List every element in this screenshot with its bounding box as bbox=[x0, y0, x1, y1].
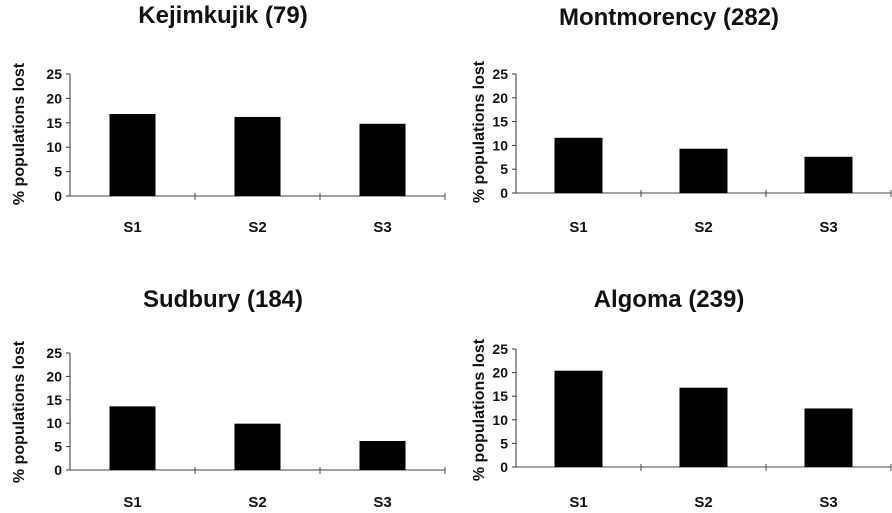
y-tick-label: 10 bbox=[492, 412, 508, 428]
chart-title: Sudbury (184) bbox=[142, 286, 304, 313]
y-tick-label: 5 bbox=[54, 164, 62, 180]
y-tick-label: 0 bbox=[54, 188, 62, 204]
y-tick-label: 5 bbox=[54, 439, 62, 455]
y-tick-label: 5 bbox=[500, 161, 508, 177]
bar-chart: % populations lost 0 5 10 15 20 25 S1 S2 S3 bbox=[471, 338, 892, 511]
y-tick-label: 20 bbox=[492, 365, 508, 381]
chart-title: Algoma (239) bbox=[593, 286, 745, 313]
bar-s3 bbox=[804, 156, 853, 193]
bar-s2 bbox=[679, 387, 728, 467]
chart-panel-algoma: Algoma (239) % populations lost 0 5 10 15 20 2… bbox=[446, 272, 892, 513]
chart-title: Kejimkujik (79) bbox=[138, 2, 308, 29]
chart-title: Montmorency (282) bbox=[558, 4, 780, 31]
y-tick-label: 15 bbox=[46, 115, 62, 131]
bar-chart: % populations lost 0 5 10 15 20 25 S1 S2 S3 bbox=[11, 340, 446, 511]
bar-s1 bbox=[109, 114, 156, 196]
bar-s3 bbox=[804, 408, 853, 467]
y-tick-label: 25 bbox=[492, 66, 508, 82]
chart-panel-kejimkujik: Kejimkujik (79) % populations lost 0 5 10 15… bbox=[0, 0, 446, 240]
bar-s2 bbox=[234, 116, 281, 196]
x-tick-label: S1 bbox=[123, 494, 141, 511]
bar-s2 bbox=[679, 148, 728, 193]
bar-s3 bbox=[359, 440, 406, 470]
y-axis-title: % populations lost bbox=[471, 338, 488, 481]
y-tick-label: 15 bbox=[492, 114, 508, 130]
y-tick-label: 15 bbox=[46, 392, 62, 408]
y-tick-label: 25 bbox=[46, 66, 62, 82]
y-tick-label: 15 bbox=[492, 388, 508, 404]
x-tick-label: S2 bbox=[694, 494, 712, 511]
chart-panel-montmorency: Montmorency (282) % populations lost 0 5 10… bbox=[446, 0, 892, 240]
x-tick-label: S3 bbox=[373, 494, 391, 511]
y-tick-label: 10 bbox=[46, 139, 62, 155]
x-tick-label: S2 bbox=[248, 494, 266, 511]
x-tick-label: S1 bbox=[123, 219, 141, 236]
x-tick-label: S1 bbox=[569, 219, 587, 236]
x-tick-label: S2 bbox=[248, 219, 266, 236]
bar-s1 bbox=[554, 370, 603, 467]
y-tick-label: 5 bbox=[500, 435, 508, 451]
bar-s1 bbox=[554, 137, 603, 193]
y-axis-title: % populations lost bbox=[11, 340, 28, 483]
x-tick-label: S3 bbox=[819, 219, 837, 236]
x-tick-label: S1 bbox=[569, 494, 587, 511]
y-tick-label: 20 bbox=[46, 368, 62, 384]
x-tick-label: S3 bbox=[819, 494, 837, 511]
y-tick-label: 25 bbox=[46, 345, 62, 361]
y-tick-label: 0 bbox=[500, 459, 508, 475]
y-tick-label: 10 bbox=[46, 415, 62, 431]
y-tick-label: 0 bbox=[54, 462, 62, 478]
x-tick-label: S3 bbox=[373, 219, 391, 236]
y-tick-label: 10 bbox=[492, 137, 508, 153]
y-tick-label: 20 bbox=[46, 90, 62, 106]
x-tick-label: S2 bbox=[694, 219, 712, 236]
bar-s2 bbox=[234, 423, 281, 470]
y-axis-title: % populations lost bbox=[11, 62, 28, 205]
y-tick-label: 20 bbox=[492, 90, 508, 106]
y-tick-label: 25 bbox=[492, 341, 508, 357]
bar-s3 bbox=[359, 123, 406, 196]
chart-panel-sudbury: Sudbury (184) % populations lost 0 5 10 15 20… bbox=[0, 272, 446, 513]
bar-chart: % populations lost 0 5 10 15 20 25 S1 S2 S3 bbox=[11, 62, 446, 236]
bar-s1 bbox=[109, 406, 156, 470]
bar-chart: % populations lost 0 5 10 15 20 25 S1 S2 S3 bbox=[471, 60, 892, 236]
y-axis-title: % populations lost bbox=[471, 60, 488, 203]
y-tick-label: 0 bbox=[500, 185, 508, 201]
